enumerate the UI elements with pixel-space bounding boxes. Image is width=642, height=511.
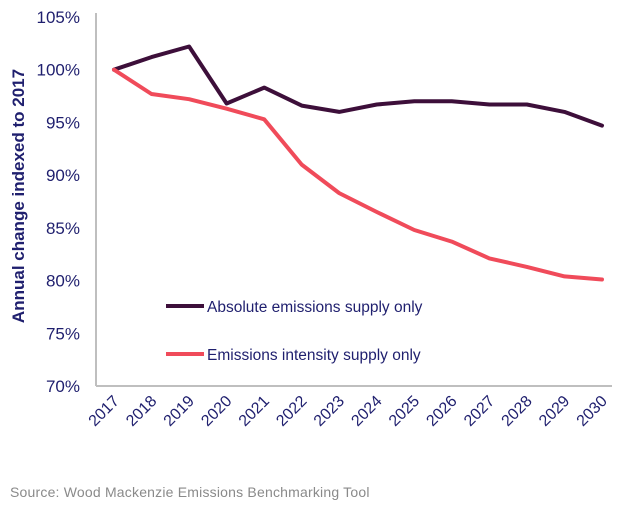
series-line-2	[112, 67, 604, 282]
y-tick-label: 95%	[46, 113, 80, 132]
x-tick-label: 2019	[161, 393, 198, 430]
x-tick-label: 2024	[348, 393, 385, 430]
x-tick-label: 2030	[574, 393, 611, 430]
series-line-1	[112, 44, 604, 128]
y-tick-label: 80%	[46, 272, 80, 291]
y-tick-label: 100%	[37, 61, 80, 80]
y-axis-ticks: 70% 75% 80% 85% 90% 95% 100% 105%	[37, 8, 80, 396]
x-tick-label: 2029	[536, 393, 573, 430]
x-tick-label: 2026	[423, 393, 460, 430]
x-tick-label: 2027	[461, 393, 498, 430]
x-tick-label: 2025	[386, 393, 423, 430]
x-tick-label: 2022	[273, 393, 310, 430]
y-tick-label: 90%	[46, 166, 80, 185]
legend-label: Absolute emissions supply only	[207, 299, 423, 316]
x-tick-label: 2017	[86, 393, 123, 430]
y-tick-label: 85%	[46, 219, 80, 238]
x-tick-label: 2028	[499, 393, 536, 430]
series-lines	[112, 44, 604, 282]
x-tick-label: 2021	[236, 393, 273, 430]
y-tick-label: 105%	[37, 8, 80, 27]
axes	[95, 13, 612, 387]
legend-label: Emissions intensity supply only	[207, 347, 421, 364]
source-note: Source: Wood Mackenzie Emissions Benchma…	[10, 484, 370, 500]
y-tick-label: 75%	[46, 324, 80, 343]
x-tick-label: 2023	[311, 393, 348, 430]
legend: Absolute emissions supply only Emissions …	[166, 299, 423, 364]
x-tick-label: 2020	[198, 393, 235, 430]
y-tick-label: 70%	[46, 377, 80, 396]
y-axis-label: Annual change indexed to 2017	[9, 69, 28, 323]
x-axis-ticks: 2017 2018 2019 2020 2021 2022 2023 2024 2025 2026…	[86, 393, 611, 430]
x-tick-label: 2018	[123, 393, 160, 430]
